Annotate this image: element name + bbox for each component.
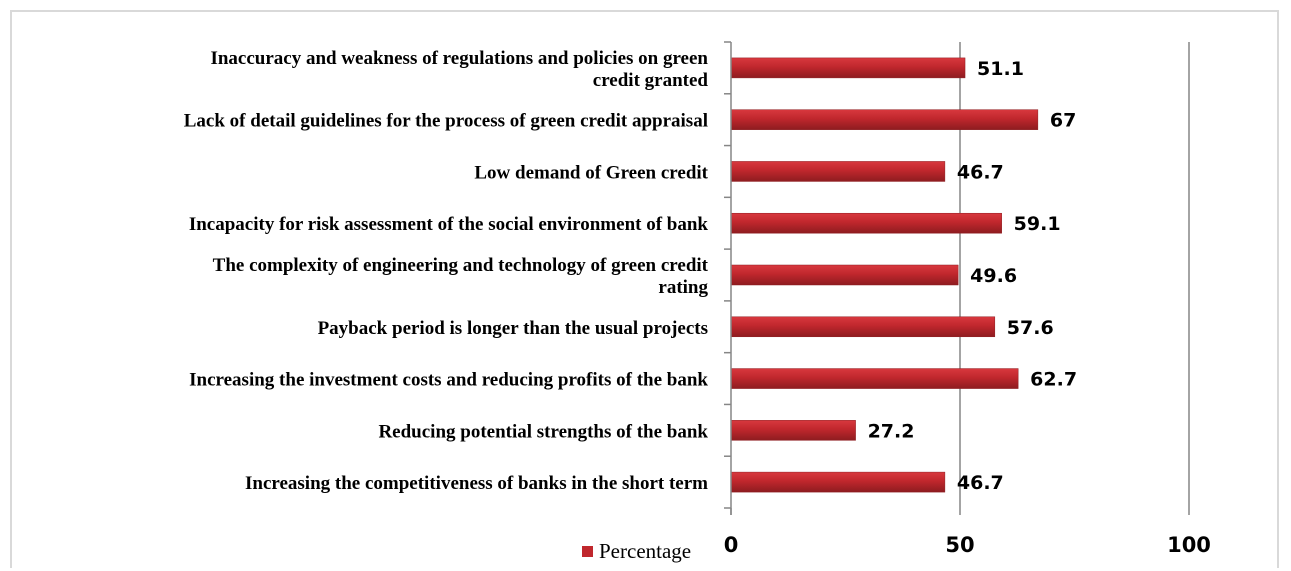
category-label-line: Inaccuracy and weakness of regulations a…: [210, 48, 708, 69]
legend-swatch: [582, 546, 593, 557]
axes: 0 50 100: [724, 41, 1211, 557]
bar: [730, 212, 1002, 234]
bar: [730, 316, 996, 338]
category-label: Reducing potential strengths of the bank: [378, 421, 708, 442]
data-label: 67: [1050, 110, 1076, 132]
category-label: Increasing the investment costs and redu…: [189, 370, 708, 391]
legend: Percentage: [582, 539, 691, 563]
data-label: 49.6: [970, 265, 1017, 287]
data-label: 27.2: [868, 420, 915, 442]
category-label-line: Increasing the investment costs and redu…: [189, 370, 708, 391]
bar: [730, 420, 856, 441]
category-label: Inaccuracy and weakness of regulations a…: [210, 48, 708, 91]
data-label: 46.7: [957, 161, 1004, 183]
data-label: 57.6: [1007, 317, 1054, 339]
category-label: Payback period is longer than the usual …: [318, 318, 708, 339]
chart-frame: [10, 10, 1279, 568]
data-label: 46.7: [957, 472, 1004, 494]
legend-label: Percentage: [599, 539, 691, 563]
x-tick-label: 50: [945, 533, 974, 557]
category-label-line: Payback period is longer than the usual …: [318, 318, 708, 339]
category-label-line: Reducing potential strengths of the bank: [378, 421, 708, 442]
category-label: Increasing the competitiveness of banks …: [245, 473, 708, 494]
category-label: Lack of detail guidelines for the proces…: [184, 111, 708, 132]
bar: [730, 264, 959, 286]
category-label-line: Increasing the competitiveness of banks …: [245, 473, 708, 494]
bar: [730, 471, 946, 493]
category-label: The complexity of engineering and techno…: [213, 255, 709, 298]
category-label-line: The complexity of engineering and techno…: [213, 255, 709, 276]
category-label-line: rating: [658, 277, 708, 298]
data-label: 62.7: [1030, 369, 1077, 391]
category-label-line: Lack of detail guidelines for the proces…: [184, 111, 708, 132]
category-label: Incapacity for risk assessment of the so…: [189, 214, 709, 235]
bar: [730, 161, 946, 182]
bar: [730, 57, 966, 79]
category-label: Low demand of Green credit: [474, 162, 708, 183]
x-tick-label: 0: [724, 533, 739, 557]
data-label: 59.1: [1014, 213, 1061, 235]
labels: 51.1 Inaccuracy and weakness of regulatio…: [184, 48, 1077, 494]
category-label-line: credit granted: [593, 70, 709, 91]
category-label-line: Low demand of Green credit: [474, 162, 708, 183]
data-label: 51.1: [977, 58, 1024, 80]
x-tick-label: 100: [1167, 533, 1211, 557]
bar: [730, 109, 1039, 130]
bar: [730, 368, 1019, 389]
category-label-line: Incapacity for risk assessment of the so…: [189, 214, 709, 235]
